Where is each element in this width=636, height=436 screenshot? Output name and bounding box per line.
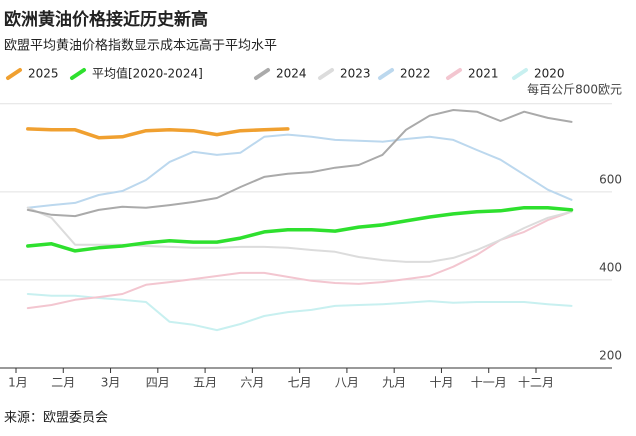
series-line	[26, 109, 573, 218]
x-tick-label: 四月	[146, 376, 170, 390]
legend-label: 2024	[276, 67, 307, 81]
legend-swatch	[446, 68, 462, 80]
series-line	[26, 293, 573, 332]
y-tick-label: 600	[599, 172, 622, 186]
legend-swatch	[512, 68, 528, 80]
x-tick-label: 1月	[8, 376, 28, 390]
x-tick-label: 十一月	[471, 376, 507, 390]
x-tick-label: 二月	[51, 376, 75, 390]
legend-label: 2021	[468, 67, 499, 81]
x-tick-label: 七月	[288, 376, 312, 390]
series-line	[26, 206, 573, 263]
chart-title: 欧洲黄油价格接近历史新高	[4, 9, 208, 30]
x-tick-label: 六月	[240, 376, 264, 390]
legend-swatch	[70, 68, 86, 80]
x-tick-label: 九月	[382, 376, 406, 390]
series-line	[26, 205, 574, 253]
y-tick-label: 400	[599, 260, 622, 274]
legend-swatch	[254, 68, 270, 80]
y-tick-label: 200	[599, 349, 622, 363]
legend-swatch	[6, 68, 22, 80]
x-tick-label: 十月	[429, 376, 453, 390]
x-tick-label: 3月	[101, 376, 121, 390]
chart-subtitle: 欧盟平均黄油价格指数显示成本远高于平均水平	[4, 38, 277, 54]
x-tick-label: 十二月	[518, 376, 554, 390]
source: 来源：欧盟委员会	[4, 411, 108, 426]
legend-label: 2022	[400, 67, 431, 81]
series-line	[26, 210, 573, 310]
legend-swatch	[378, 68, 394, 80]
legend-label: 2020	[534, 67, 565, 81]
series-line	[26, 133, 573, 209]
legend-label: 平均值[2020-2024]	[92, 66, 203, 81]
legend-label: 2025	[28, 67, 59, 81]
legend-label: 2023	[340, 67, 371, 81]
x-tick-label: 八月	[335, 376, 359, 390]
series-line	[26, 127, 290, 140]
x-tick-label: 五月	[193, 376, 217, 390]
y-tick-label: 每百公斤800欧元	[527, 81, 622, 96]
legend-swatch	[318, 68, 334, 80]
